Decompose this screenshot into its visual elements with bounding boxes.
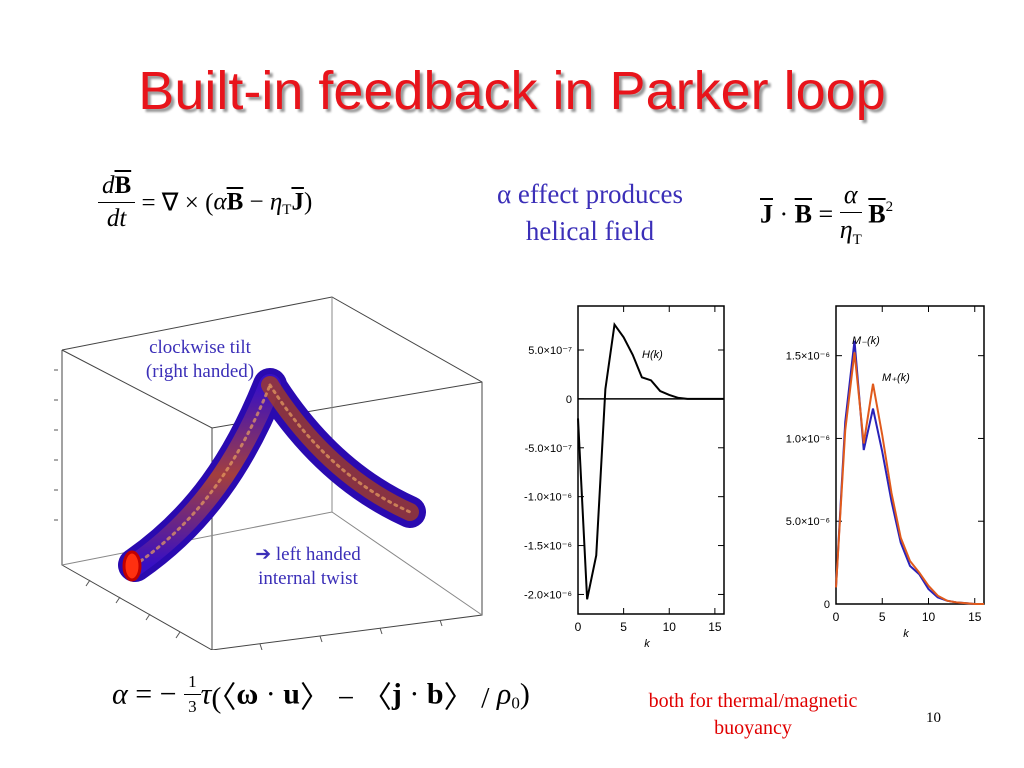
rho-symbol: ρ bbox=[496, 677, 512, 711]
y-tick-label: -2.0×10⁻⁶ bbox=[524, 589, 572, 601]
x-tick-label: 5 bbox=[879, 610, 886, 624]
equals-sign: = bbox=[812, 199, 840, 229]
alpha-effect-line1: α effect produces bbox=[496, 179, 684, 209]
denominator-three: 3 bbox=[188, 697, 197, 716]
time-derivative-fraction: dB dt bbox=[98, 172, 136, 233]
curl-operator: = ∇ × ( bbox=[141, 189, 214, 217]
series-line bbox=[835, 352, 984, 605]
alpha-formula: α = − 1 3 τ(〈ω · u〉 − 〈j · b〉 / ρ0) bbox=[112, 672, 530, 717]
superscript-2: 2 bbox=[885, 198, 894, 215]
alpha-symbol: α bbox=[112, 677, 128, 711]
left-handed-line1: ➔ left handed bbox=[255, 544, 361, 565]
equals-minus: = − bbox=[127, 677, 177, 711]
legend-label: H(k) bbox=[642, 349, 663, 361]
plot-frame bbox=[835, 305, 985, 605]
legend-label: M₋(k) bbox=[852, 335, 880, 347]
subscript-t: T bbox=[282, 202, 292, 219]
one-third-fraction: 1 3 bbox=[184, 672, 201, 717]
middle-brackets: 〉 − 〈 bbox=[299, 681, 392, 715]
helicity-spectrum-chart: 0 5 10 15 k 5.0×10⁻⁷ 0 -5.0×10⁻⁷ -1.0×10⁻⁶ -1.5×1… bbox=[524, 305, 725, 650]
x-tick-label: 0 bbox=[575, 620, 582, 634]
x-tick-label: 15 bbox=[708, 620, 722, 634]
y-tick-label: 0 bbox=[824, 599, 830, 611]
mean-current-j: J bbox=[760, 199, 773, 229]
x-tick-label: 10 bbox=[922, 610, 936, 624]
y-tick-label: -5.0×10⁻⁷ bbox=[525, 443, 572, 455]
alpha-effect-text: α effect produces helical field bbox=[450, 176, 730, 250]
slide-number: 10 bbox=[926, 710, 941, 726]
axis-ticks bbox=[54, 369, 443, 650]
clockwise-tilt-line2: (right handed) bbox=[145, 361, 255, 382]
x-axis-label: k bbox=[644, 638, 650, 650]
vorticity-omega: ω bbox=[236, 677, 259, 711]
clockwise-tilt-label: clockwise tilt (right handed) bbox=[120, 336, 280, 384]
helicity-equation: J · B = α ηT B2 bbox=[760, 180, 893, 249]
x-tick-label: 0 bbox=[833, 610, 840, 624]
tau-symbol: τ bbox=[200, 677, 212, 711]
alpha-over-eta-fraction: α ηT bbox=[840, 180, 862, 249]
alpha-symbol: α bbox=[213, 188, 227, 216]
flux-tube-illustration bbox=[54, 296, 483, 650]
y-tick-label: 1.0×10⁻⁶ bbox=[786, 433, 830, 445]
left-handed-label: ➔ left handed internal twist bbox=[228, 543, 388, 591]
left-handed-line2: internal twist bbox=[258, 568, 358, 589]
clockwise-tilt-line1: clockwise tilt bbox=[149, 337, 251, 358]
subscript-0: 0 bbox=[511, 693, 520, 713]
plot-frame bbox=[577, 305, 725, 615]
flux-tube bbox=[118, 368, 426, 582]
buoyancy-note-line2: buoyancy bbox=[714, 717, 792, 739]
y-tick-label: 0 bbox=[566, 394, 572, 406]
slide-title: Built-in feedback in Parker loop bbox=[138, 61, 886, 121]
series-line bbox=[577, 321, 724, 600]
dot-operator: · bbox=[773, 199, 795, 229]
close-paren: ) bbox=[519, 677, 530, 711]
minus-sign: − bbox=[243, 188, 270, 216]
x-axis-label: k bbox=[903, 628, 909, 640]
y-tick-label: 5.0×10⁻⁷ bbox=[528, 345, 572, 357]
velocity-u: u bbox=[283, 677, 300, 711]
y-tick-label: -1.0×10⁻⁶ bbox=[524, 492, 572, 504]
buoyancy-note: both for thermal/magnetic buoyancy bbox=[610, 688, 896, 742]
induction-equation: dB dt = ∇ × (αB − ηTJ) bbox=[98, 172, 312, 233]
current-j: j bbox=[391, 677, 402, 711]
division: 〉 / bbox=[443, 681, 497, 715]
field-b: b bbox=[426, 677, 444, 711]
x-tick-label: 15 bbox=[968, 610, 982, 624]
x-tick-label: 10 bbox=[663, 620, 677, 634]
magnetic-spectrum-chart: 0 5 10 15 k 1.5×10⁻⁶ 1.0×10⁻⁶ 5.0×10⁻⁶ 0 M₋(k) M₊(… bbox=[786, 305, 985, 640]
buoyancy-note-line1: both for thermal/magnetic bbox=[648, 690, 858, 712]
eta-symbol: η bbox=[839, 215, 853, 244]
mean-current-j: J bbox=[291, 188, 304, 216]
mean-field-b: B bbox=[868, 199, 886, 229]
dot-operator: · bbox=[258, 677, 284, 711]
legend-label: M₊(k) bbox=[882, 372, 910, 384]
numerator-one: 1 bbox=[184, 672, 201, 695]
dt-symbol: dt bbox=[106, 205, 127, 232]
close-paren: ) bbox=[303, 188, 313, 216]
alpha-effect-line2: helical field bbox=[525, 216, 655, 246]
y-tick-label: 1.5×10⁻⁶ bbox=[786, 351, 830, 363]
mean-field-b: B bbox=[794, 199, 813, 229]
d-symbol: d bbox=[102, 172, 115, 199]
open-bracket: (〈 bbox=[211, 681, 237, 715]
subscript-t: T bbox=[852, 232, 862, 249]
mean-field-b: B bbox=[226, 188, 244, 216]
alpha-symbol: α bbox=[843, 180, 858, 209]
y-tick-label: 5.0×10⁻⁶ bbox=[786, 516, 830, 528]
eta-symbol: η bbox=[269, 188, 283, 216]
dot-operator: · bbox=[401, 677, 427, 711]
x-tick-label: 5 bbox=[620, 620, 627, 634]
mean-field-b: B bbox=[114, 172, 132, 199]
y-tick-label: -1.5×10⁻⁶ bbox=[524, 541, 572, 553]
